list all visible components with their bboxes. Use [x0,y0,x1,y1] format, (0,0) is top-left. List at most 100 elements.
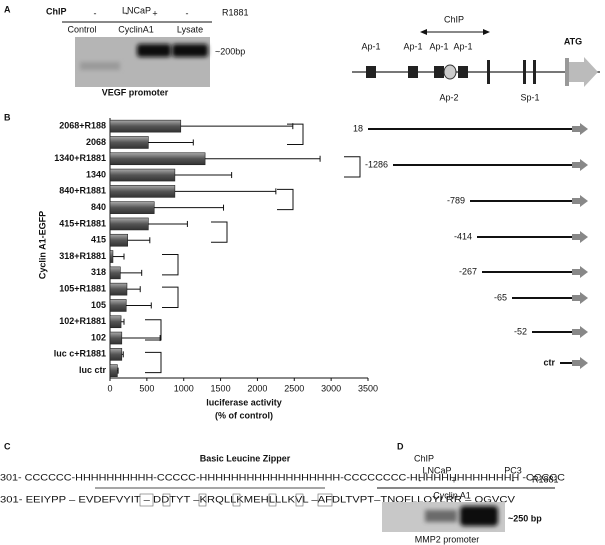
atg-arrow [569,57,598,87]
sign: - [94,8,97,18]
bar [109,250,114,263]
sign: - [512,475,515,485]
chip-label: ChIP [444,14,464,24]
y-tick-label: 105 [91,300,106,310]
construct-label: ctr [543,357,555,367]
y-tick-label: 840+R1881 [59,186,106,196]
treatment: R1881 [222,7,249,17]
y-tick-label: luc c+R1881 [54,349,106,359]
x-tick-label: 1500 [211,383,231,393]
construct-label: -414 [454,231,472,241]
x-tick-label: 3500 [358,383,378,393]
leucine-box [198,493,207,507]
panel-letter: B [4,112,11,122]
band-faint [80,62,120,70]
y-tick-label: 102 [91,332,106,342]
site-label: Ap-1 [403,41,422,51]
sign: - [186,8,189,18]
y-tick-label: 2068+R188 [59,121,106,131]
construct-label: 18 [353,123,363,133]
cell-line: PC3 [504,465,522,475]
bar [109,282,128,296]
construct-arrow [572,326,588,338]
treatment: R1881 [532,474,559,484]
site-box [408,66,418,78]
y-tick-label: 102+R1881 [59,316,106,326]
x-tick-label: 2500 [284,383,304,393]
site-label: Ap-1 [361,41,380,51]
bar [109,152,206,166]
construct-label: -52 [514,326,527,336]
construct-arrow [572,292,588,304]
sequence-line: 301- EEIYPP – EVDEFVYIT – DDTYT –KRQLLKM… [0,494,515,504]
bracket [287,123,304,145]
y-tick-label: 318+R1881 [59,251,106,261]
bracket [344,156,361,178]
x-axis-title: (% of control) [215,410,273,420]
band [460,506,498,526]
gel-caption: VEGF promoter [102,87,169,97]
y-axis-title: Cyclin A1-EGFP [37,211,47,279]
sp1-label: Sp-1 [520,92,539,102]
cell-line: LNCaP [422,465,451,475]
bracket [277,188,294,211]
bracket [211,221,228,243]
construct-arrow [572,123,588,135]
ap2-site [443,64,457,80]
band-size: ~250 bp [508,513,542,523]
bar [109,201,155,214]
antibody-label: Cyclin A1 [433,490,471,500]
construct-arrow [572,266,588,278]
atg-bar [565,58,569,86]
y-tick-label: 2068 [86,137,106,147]
bracket [145,319,162,341]
bar [109,217,149,231]
sign: - [419,475,422,485]
arrow-head [420,29,427,35]
y-tick-label: 1340 [86,169,106,179]
bar [109,119,182,133]
leucine-box [317,493,333,507]
bar [109,168,176,182]
lane-label: CyclinA1 [118,24,154,34]
x-tick-label: 500 [139,383,154,393]
leucine-box [232,493,241,507]
site-box [434,66,444,78]
sign: - [126,8,129,18]
x-axis-title: luciferase activity [206,397,282,407]
arrow-head [483,29,490,35]
x-tick-label: 3000 [321,383,341,393]
lane-label: Control [67,24,96,34]
construct-label: -65 [494,292,507,302]
leucine-box [268,493,277,507]
bar [109,233,128,247]
bracket [162,254,179,276]
construct-arrow [572,231,588,243]
construct-arrow [572,159,588,171]
y-tick-label: 840 [91,202,106,212]
construct-label: -1286 [365,159,388,169]
lane-label: Lysate [177,24,203,34]
panel-letter: C [4,441,11,451]
x-tick-label: 0 [107,383,112,393]
y-tick-label: 318 [91,267,106,277]
y-tick-label: 415+R1881 [59,218,106,228]
y-tick-label: luc ctr [79,365,107,375]
chip-label: ChIP [414,453,434,463]
atg-label: ATG [564,36,582,46]
leucine-box [162,493,171,507]
sign: + [152,8,157,18]
y-tick-label: 415 [91,235,106,245]
y-tick-label: 1340+R1881 [54,153,106,163]
site-bar [487,60,490,84]
site-box [366,66,376,78]
construct-label: -267 [459,266,477,276]
band [137,44,171,57]
site-box [458,66,468,78]
panel-letter: D [397,441,404,451]
site-label: Ap-1 [453,41,472,51]
motif-title: Basic Leucine Zipper [200,453,291,463]
bar [109,299,127,312]
construct-arrow [572,357,588,369]
